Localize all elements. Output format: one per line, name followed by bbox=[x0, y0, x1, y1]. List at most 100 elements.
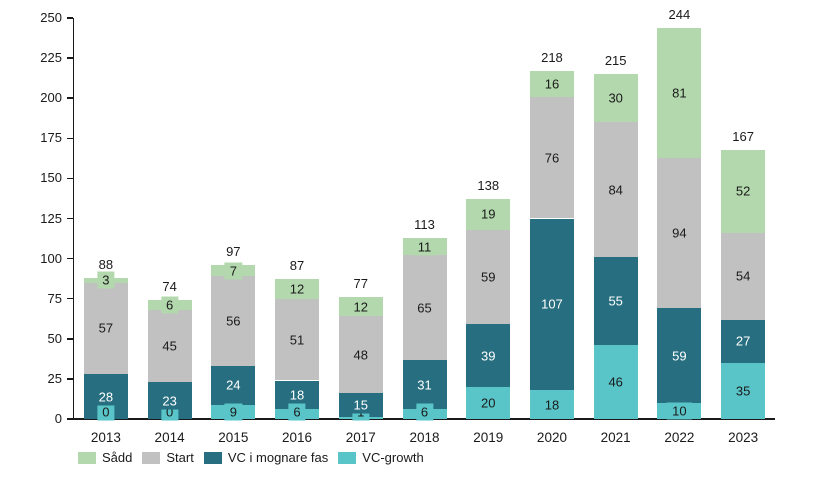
segment-value-label: 12 bbox=[284, 280, 310, 298]
x-tick-label-2018: 2018 bbox=[409, 430, 440, 445]
y-tick bbox=[66, 137, 73, 140]
y-tick-label: 100 bbox=[40, 250, 62, 266]
y-tick-label: 75 bbox=[47, 290, 62, 306]
y-tick-label: 225 bbox=[40, 50, 62, 66]
legend: Sådd Start VC i mognare fas VC-growth bbox=[78, 450, 424, 465]
bar-total-label: 97 bbox=[226, 244, 241, 260]
bar-total-label: 113 bbox=[414, 216, 435, 232]
segment-value-label: 15 bbox=[348, 396, 373, 414]
legend-swatch-icon bbox=[338, 451, 357, 464]
segment-value-label: 24 bbox=[221, 376, 246, 394]
segment-value-label: 35 bbox=[730, 382, 756, 400]
legend-swatch-icon bbox=[78, 451, 96, 464]
segment-value-label: 51 bbox=[284, 331, 310, 349]
y-tick-label: 125 bbox=[40, 210, 62, 226]
y-tick-label: 25 bbox=[47, 370, 62, 386]
segment-value-label: 6 bbox=[160, 296, 179, 314]
x-tick-label-2014: 2014 bbox=[154, 430, 185, 445]
segment-value-label: 18 bbox=[284, 386, 310, 404]
legend-item-label: Sådd bbox=[102, 450, 133, 465]
bar-total-label: 138 bbox=[477, 178, 500, 194]
x-tick-label-2023: 2023 bbox=[728, 430, 759, 445]
legend-item: Sådd bbox=[78, 450, 132, 465]
segment-value-label: 65 bbox=[412, 299, 437, 317]
y-tick bbox=[66, 57, 73, 59]
y-tick bbox=[66, 177, 73, 180]
bar-total-label: 215 bbox=[604, 53, 627, 69]
bar-total-label: 87 bbox=[289, 258, 305, 274]
segment-value-label: 6 bbox=[288, 403, 306, 421]
segment-value-label: 84 bbox=[603, 181, 628, 199]
legend-item: Start bbox=[142, 450, 194, 465]
legend-swatch-icon bbox=[142, 451, 161, 464]
x-tick-label-2013: 2013 bbox=[90, 430, 121, 445]
y-tick bbox=[66, 97, 73, 99]
segment-value-label: 31 bbox=[412, 376, 437, 393]
legend-swatch-icon bbox=[203, 451, 222, 464]
y-tick bbox=[66, 418, 73, 420]
segment-value-label: 46 bbox=[603, 373, 628, 391]
x-tick-label-2019: 2019 bbox=[473, 430, 504, 445]
legend-item-label: VC-growth bbox=[362, 450, 424, 465]
bar-total-label: 88 bbox=[98, 256, 114, 272]
legend-item: VC i mognare fas bbox=[203, 450, 329, 465]
segment-value-label: 81 bbox=[667, 84, 692, 102]
x-tick-label-2022: 2022 bbox=[664, 430, 695, 445]
segment-value-label: 23 bbox=[157, 392, 182, 410]
x-tick-label-2021: 2021 bbox=[600, 430, 631, 445]
bar-total-label: 167 bbox=[732, 128, 754, 144]
segment-value-label: 76 bbox=[539, 149, 565, 167]
legend-item: VC-growth bbox=[338, 450, 424, 465]
segment-value-label: 19 bbox=[475, 205, 501, 223]
segment-value-label: 11 bbox=[412, 238, 437, 256]
legend-item-label: VC i mognare fas bbox=[227, 450, 329, 465]
segment-value-label: 48 bbox=[348, 346, 373, 364]
x-tick-label-2015: 2015 bbox=[218, 430, 249, 445]
segment-value-label: 27 bbox=[730, 332, 756, 350]
y-tick-label: 150 bbox=[40, 170, 62, 186]
bar-total-label: 244 bbox=[668, 6, 691, 22]
segment-value-label: 20 bbox=[475, 394, 501, 412]
y-tick bbox=[66, 297, 73, 300]
bar-total-label: 218 bbox=[541, 49, 563, 65]
y-tick-label: 50 bbox=[47, 330, 62, 346]
segment-value-label: 10 bbox=[667, 402, 692, 420]
segment-value-label: 9 bbox=[224, 403, 242, 421]
segment-value-label: 16 bbox=[539, 75, 565, 93]
y-tick-label: 200 bbox=[40, 90, 62, 106]
segment-value-label: 54 bbox=[730, 267, 756, 285]
segment-value-label: 30 bbox=[603, 89, 628, 107]
segment-value-label: 59 bbox=[667, 347, 692, 365]
segment-value-label: 0 bbox=[97, 403, 115, 421]
y-tick bbox=[66, 257, 73, 260]
y-tick-label: 0 bbox=[54, 411, 62, 426]
y-tick bbox=[66, 338, 73, 340]
segment-value-label: 18 bbox=[539, 396, 565, 414]
bar-total-label: 77 bbox=[353, 276, 368, 292]
x-tick-label-2016: 2016 bbox=[282, 430, 313, 445]
segment-value-label: 107 bbox=[536, 295, 568, 313]
segment-value-label: 56 bbox=[221, 312, 246, 330]
y-tick bbox=[66, 217, 73, 220]
segment-value-label: 94 bbox=[667, 224, 692, 242]
segment-value-label: 57 bbox=[93, 319, 119, 337]
segment-value-label: 55 bbox=[603, 292, 628, 310]
segment-value-label: 52 bbox=[730, 182, 756, 200]
segment-value-label: 28 bbox=[93, 388, 119, 406]
x-tick-label-2020: 2020 bbox=[536, 430, 567, 445]
x-tick-label-2017: 2017 bbox=[345, 430, 376, 445]
segment-value-label: 12 bbox=[348, 298, 373, 316]
legend-item-label: Start bbox=[166, 450, 194, 465]
segment-value-label: 7 bbox=[224, 262, 242, 280]
bar-total-label: 74 bbox=[162, 279, 177, 295]
y-tick-label: 250 bbox=[40, 10, 62, 25]
segment-value-label: 39 bbox=[475, 347, 501, 365]
y-axis-line bbox=[72, 18, 74, 420]
y-tick bbox=[66, 17, 73, 19]
segment-value-label: 59 bbox=[475, 268, 501, 286]
segment-value-label: 45 bbox=[157, 337, 182, 355]
segment-value-label: 6 bbox=[415, 403, 434, 421]
y-tick bbox=[66, 378, 73, 380]
